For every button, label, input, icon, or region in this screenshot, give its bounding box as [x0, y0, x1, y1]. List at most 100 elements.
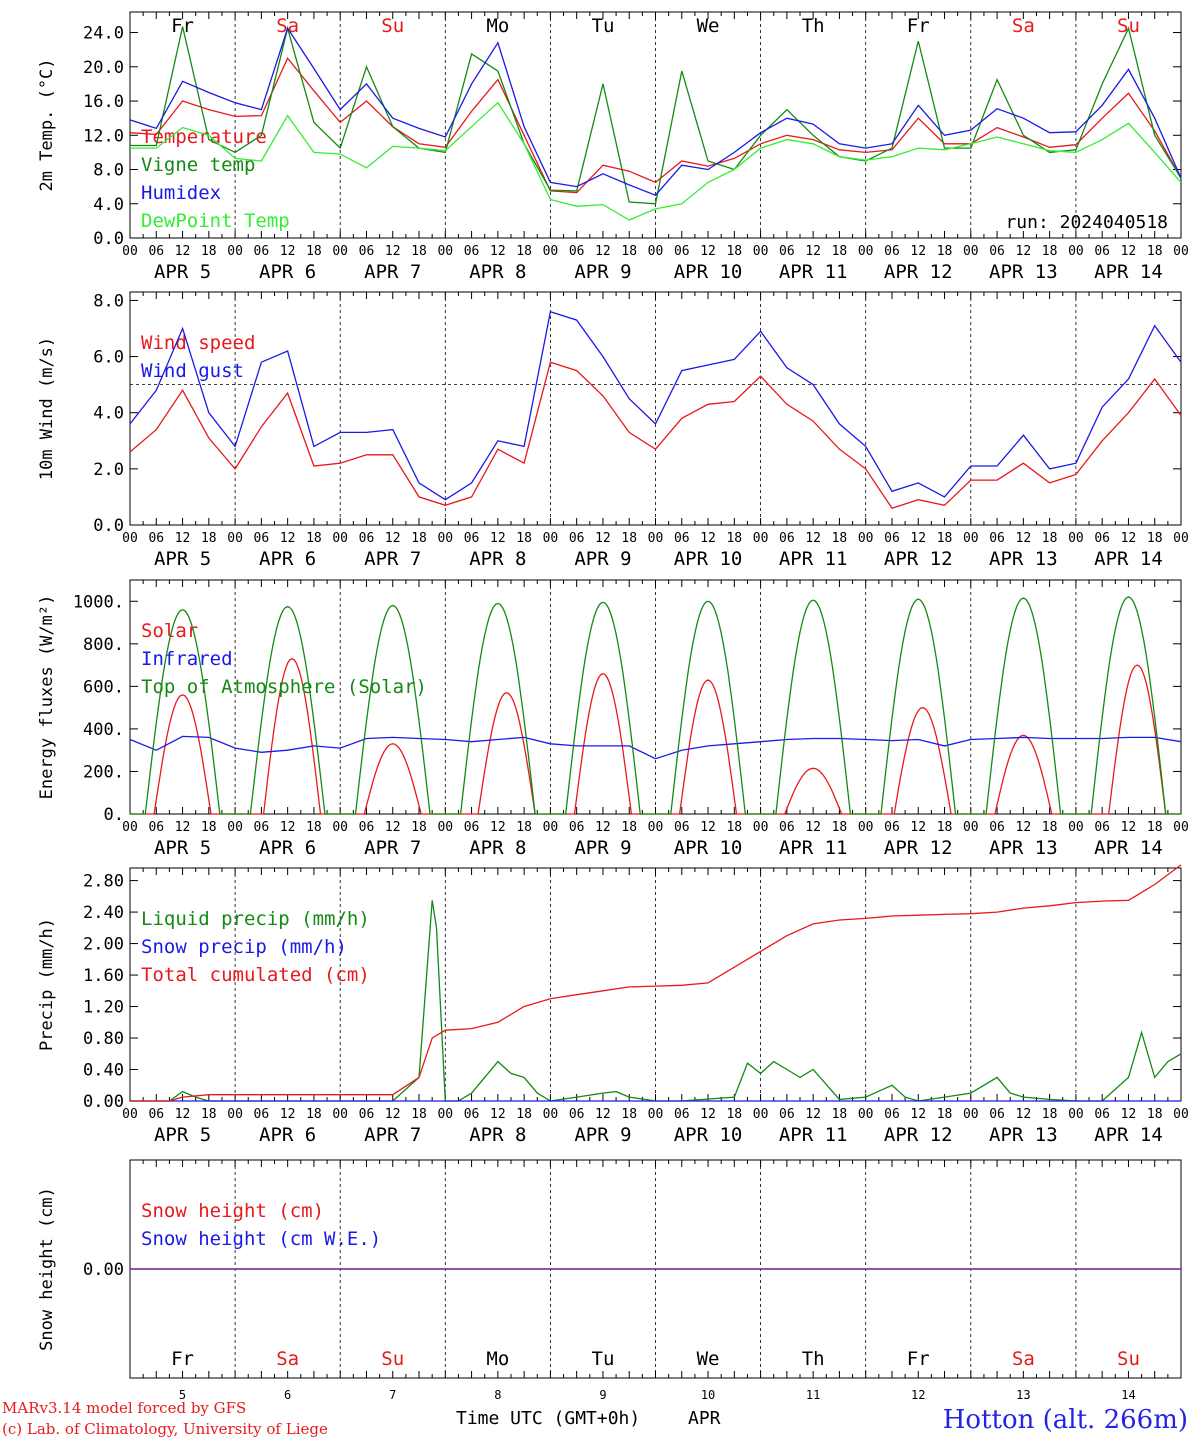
- y-tick-label: 0.: [104, 805, 124, 825]
- x-axis-month: APR: [688, 1408, 721, 1429]
- x-tick-label: 06: [569, 1107, 585, 1122]
- x-tick-label: 00: [858, 531, 874, 546]
- x-tick-label: 06: [779, 531, 795, 546]
- date-label: APR 6: [259, 837, 316, 859]
- day-number-label: 13: [1016, 1388, 1030, 1402]
- legend-entry: Total cumulated (cm): [141, 964, 370, 986]
- y-axis-label: 2m Temp. (°C): [37, 58, 57, 191]
- y-tick-label: 24.0: [83, 24, 124, 44]
- date-label: APR 10: [674, 548, 743, 570]
- x-tick-label: 18: [1042, 820, 1058, 835]
- date-label: APR 12: [884, 837, 953, 859]
- y-tick-label: 600.: [83, 677, 124, 697]
- x-tick-label: 06: [569, 531, 585, 546]
- date-label: APR 11: [779, 261, 848, 283]
- x-tick-label: 12: [700, 1107, 716, 1122]
- y-tick-label: 8.0: [93, 291, 124, 311]
- x-tick-label: 00: [858, 1107, 874, 1122]
- x-tick-label: 12: [805, 531, 821, 546]
- series-line-top-of-atmosphere-solar-: [130, 596, 1181, 815]
- day-name-label: Th: [802, 15, 825, 37]
- x-tick-label: 06: [674, 1107, 690, 1122]
- x-tick-label: 12: [490, 820, 506, 835]
- y-axis-label: Precip (mm/h): [37, 918, 57, 1051]
- x-tick-label: 12: [805, 244, 821, 259]
- legend-entry: Liquid precip (mm/h): [141, 908, 370, 930]
- x-tick-label: 06: [1094, 244, 1110, 259]
- x-tick-label: 12: [595, 1107, 611, 1122]
- date-label: APR 8: [469, 548, 526, 570]
- x-tick-label: 00: [122, 820, 138, 835]
- x-axis-title: Time UTC (GMT+0h): [456, 1408, 640, 1429]
- x-tick-label: 00: [1068, 1107, 1084, 1122]
- x-tick-label: 00: [648, 244, 664, 259]
- x-tick-label: 12: [385, 244, 401, 259]
- day-name-label: Tu: [592, 15, 615, 37]
- day-number-label: 10: [701, 1388, 715, 1402]
- y-tick-label: 8.0: [93, 161, 124, 181]
- x-tick-label: 00: [858, 820, 874, 835]
- series-line-total-cumulated-cm-: [130, 864, 1182, 1102]
- date-label: APR 7: [364, 261, 421, 283]
- legend-entry: Solar: [141, 620, 198, 642]
- x-tick-label: 12: [1121, 1107, 1137, 1122]
- x-tick-label: 12: [1121, 244, 1137, 259]
- day-name-label: Tu: [592, 1348, 615, 1370]
- date-label: APR 8: [469, 837, 526, 859]
- x-tick-label: 00: [648, 820, 664, 835]
- x-tick-label: 18: [1147, 531, 1163, 546]
- panel-precip: 0.00 0.40 0.80 1.20 1.60 2.00 2.40 2.80 Precip (…: [37, 864, 1189, 1146]
- x-tick-label: 00: [753, 531, 769, 546]
- panel-snow: 0.00 Snow height (cm) Snow height (cm) Snow…: [37, 1159, 1182, 1402]
- day-name-label: Sa: [276, 1348, 299, 1370]
- x-tick-label: 00: [122, 244, 138, 259]
- series-line-wind-gust: [129, 310, 1182, 501]
- x-tick-label: 06: [989, 244, 1005, 259]
- x-tick-label: 18: [937, 531, 953, 546]
- x-tick-label: 18: [516, 820, 532, 835]
- x-tick-label: 12: [1016, 1107, 1032, 1122]
- x-tick-label: 06: [254, 244, 270, 259]
- day-name-label: Mo: [486, 15, 509, 37]
- x-tick-label: 12: [595, 244, 611, 259]
- y-tick-label: 200.: [83, 762, 124, 782]
- x-tick-label: 00: [753, 1107, 769, 1122]
- x-tick-label: 00: [648, 531, 664, 546]
- day-name-label: Fr: [171, 15, 194, 37]
- x-tick-label: 06: [989, 820, 1005, 835]
- y-tick-label: 2.80: [83, 872, 124, 892]
- day-name-label: Mo: [486, 1348, 509, 1370]
- x-tick-label: 00: [543, 531, 559, 546]
- date-label: APR 14: [1094, 548, 1163, 570]
- x-tick-label: 06: [569, 820, 585, 835]
- x-tick-label: 18: [1147, 1107, 1163, 1122]
- x-tick-label: 12: [805, 820, 821, 835]
- x-tick-label: 18: [411, 244, 427, 259]
- x-tick-label: 00: [227, 820, 243, 835]
- x-tick-label: 00: [227, 1107, 243, 1122]
- x-tick-label: 00: [963, 244, 979, 259]
- x-tick-label: 00: [963, 531, 979, 546]
- x-tick-label: 12: [175, 820, 191, 835]
- legend-entry: Snow height (cm W.E.): [141, 1228, 381, 1250]
- x-tick-label: 06: [989, 531, 1005, 546]
- date-label: APR 13: [989, 548, 1058, 570]
- panels-layer: 0.0 4.0 8.0 12.0 16.0 20.0 24.0 2m Temp. (°C) 00…: [37, 11, 1189, 1402]
- legend-entry: Vigne temp: [141, 154, 255, 176]
- x-tick-label: 18: [1042, 244, 1058, 259]
- series-line-dewpoint-temp: [130, 101, 1182, 221]
- date-label: APR 11: [779, 548, 848, 570]
- day-name-label: Su: [1117, 1348, 1140, 1370]
- x-tick-label: 18: [516, 531, 532, 546]
- date-label: APR 14: [1094, 837, 1163, 859]
- x-tick-label: 00: [332, 1107, 348, 1122]
- date-label: APR 10: [674, 1124, 743, 1146]
- x-tick-label: 18: [306, 1107, 322, 1122]
- day-number-label: 12: [911, 1388, 925, 1402]
- date-label: APR 8: [469, 261, 526, 283]
- y-tick-label: 0.00: [83, 1092, 124, 1112]
- x-tick-label: 06: [464, 820, 480, 835]
- date-label: APR 13: [989, 1124, 1058, 1146]
- date-label: APR 5: [154, 548, 211, 570]
- x-tick-label: 06: [674, 531, 690, 546]
